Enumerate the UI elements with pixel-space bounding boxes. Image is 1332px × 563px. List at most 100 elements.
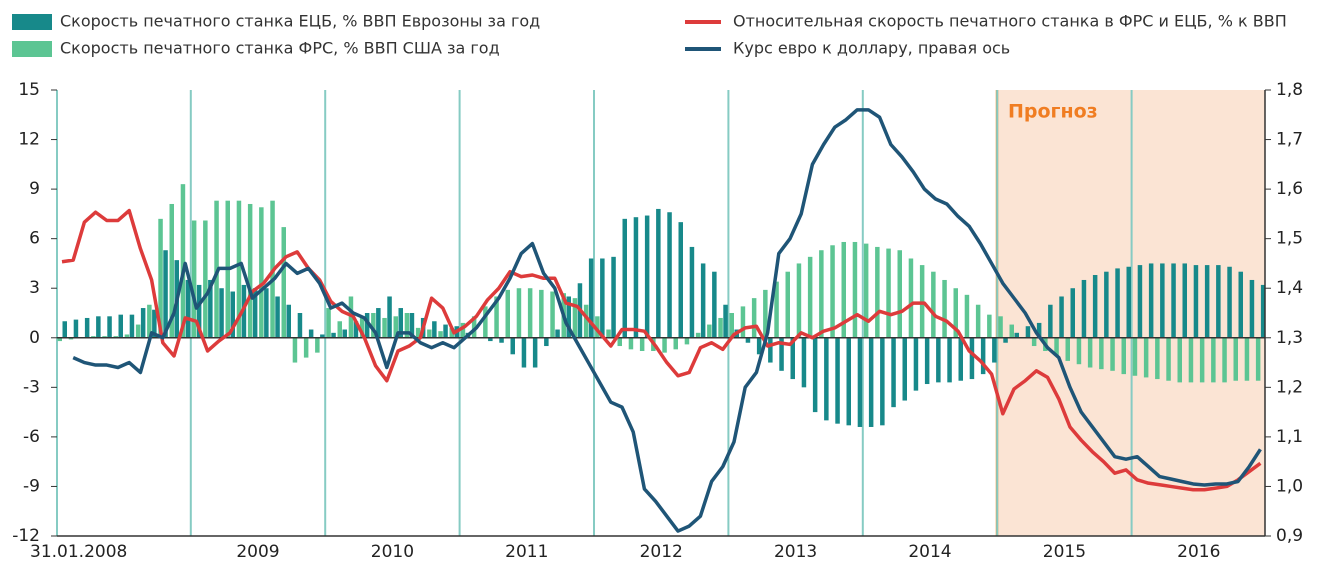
bar [958,337,963,381]
x-tick-label: 2011 [505,542,548,562]
bar [830,245,835,338]
y2-tick-label: 0,9 [1276,526,1303,546]
bar [483,306,488,338]
bar [729,313,734,338]
bar [180,184,186,338]
bar [1036,322,1042,338]
y2-tick-label: 1,7 [1276,130,1303,150]
bar [723,304,728,338]
bar [449,327,454,338]
bar [404,313,410,338]
bar [1059,296,1064,338]
bar [756,337,762,355]
bar [107,316,112,338]
bar [152,309,157,338]
bar [1092,275,1098,338]
x-tick-label: 2013 [774,542,817,562]
bar [1076,337,1082,365]
annotation: Прогноз [1008,101,1098,123]
bar [1115,268,1120,338]
bar [673,337,678,350]
y2-tick-label: 1,6 [1276,179,1303,199]
bar [980,337,986,375]
bar [1238,271,1243,338]
bar [1025,326,1031,338]
bar [796,263,802,338]
bar [678,222,683,338]
bar [326,308,331,338]
bar [857,337,863,427]
bar [667,212,672,338]
x-tick-label: 2009 [236,542,279,562]
bar [897,250,902,338]
bar [841,241,846,338]
bar [353,321,359,338]
bar [124,334,130,338]
bar [566,296,571,338]
bar [1204,265,1210,338]
bar [1031,337,1037,347]
bar [812,337,818,413]
x-tick-label: 2014 [908,542,951,562]
bar [1003,337,1008,343]
bar [588,258,594,338]
bar [315,337,320,353]
bar [371,313,376,338]
bar [1171,263,1176,338]
bar [819,250,824,338]
bar [342,329,347,338]
bar [286,304,291,338]
bar [359,316,365,338]
bar [1177,337,1182,383]
bar [617,337,622,347]
bar [1188,337,1194,383]
bar [846,337,851,426]
y-tick-label: 3 [29,278,40,298]
bar [992,337,997,363]
bar [68,337,74,340]
bar [1233,337,1238,381]
y-tick-label: 6 [29,229,40,249]
legend-label: Курс евро к доллару, правая ось [733,39,1010,58]
bar [1160,263,1165,338]
bar [740,306,746,338]
bar [236,200,242,338]
bar [84,317,90,338]
bar [337,321,342,338]
bar [191,220,197,338]
bar [521,337,527,368]
bar [953,288,958,338]
x-tick-label: 2016 [1177,542,1220,562]
bar [1014,332,1019,338]
y-tick-label: 12 [18,130,40,150]
bar [555,329,560,338]
bar [1155,337,1160,380]
bar [544,337,549,347]
bar [393,316,398,338]
bar [1227,266,1232,338]
bar [1249,279,1255,338]
bar [913,337,919,391]
bar [1199,337,1205,383]
bar [387,296,392,338]
x-tick-label: 2015 [1043,542,1086,562]
bar [662,337,667,353]
y-tick-label: -6 [23,427,40,447]
y-tick-label: -9 [23,476,40,496]
bar [1143,337,1149,378]
bar [73,319,79,338]
bar [964,294,970,338]
bar [745,337,751,343]
bar [656,208,661,338]
bar [275,296,280,338]
bar [880,337,885,426]
bar [1065,337,1070,361]
legend-label: Скорость печатного станка ЕЦБ, % ВВП Евр… [60,12,540,31]
bar [252,288,258,338]
bar [185,279,191,338]
bar [785,271,790,338]
bar [264,288,269,338]
bar [320,334,325,338]
y2-tick-label: 1,5 [1276,229,1303,249]
bar [807,256,813,338]
